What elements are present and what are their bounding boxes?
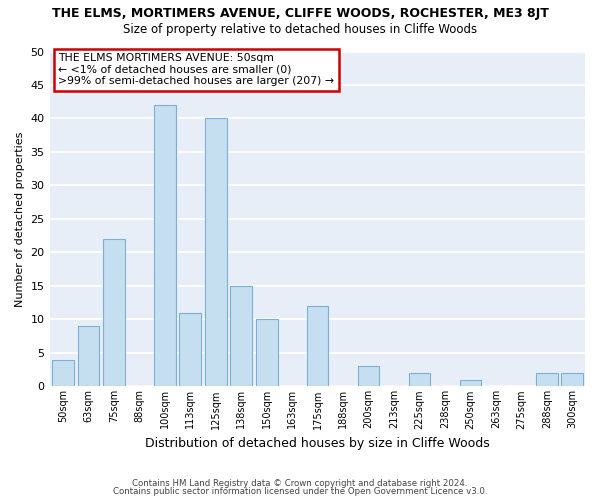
Bar: [358, 366, 379, 386]
Bar: [103, 239, 125, 386]
Bar: [52, 360, 74, 386]
Text: Contains public sector information licensed under the Open Government Licence v3: Contains public sector information licen…: [113, 487, 487, 496]
Bar: [536, 373, 557, 386]
Bar: [256, 320, 278, 386]
Bar: [409, 373, 430, 386]
Bar: [154, 105, 176, 386]
Text: THE ELMS MORTIMERS AVENUE: 50sqm
← <1% of detached houses are smaller (0)
>99% o: THE ELMS MORTIMERS AVENUE: 50sqm ← <1% o…: [58, 53, 334, 86]
Text: Contains HM Land Registry data © Crown copyright and database right 2024.: Contains HM Land Registry data © Crown c…: [132, 478, 468, 488]
Y-axis label: Number of detached properties: Number of detached properties: [15, 132, 25, 306]
X-axis label: Distribution of detached houses by size in Cliffe Woods: Distribution of detached houses by size …: [145, 437, 490, 450]
Bar: [307, 306, 328, 386]
Bar: [460, 380, 481, 386]
Text: Size of property relative to detached houses in Cliffe Woods: Size of property relative to detached ho…: [123, 22, 477, 36]
Bar: [77, 326, 99, 386]
Text: THE ELMS, MORTIMERS AVENUE, CLIFFE WOODS, ROCHESTER, ME3 8JT: THE ELMS, MORTIMERS AVENUE, CLIFFE WOODS…: [52, 8, 548, 20]
Bar: [205, 118, 227, 386]
Bar: [179, 312, 201, 386]
Bar: [562, 373, 583, 386]
Bar: [230, 286, 252, 386]
